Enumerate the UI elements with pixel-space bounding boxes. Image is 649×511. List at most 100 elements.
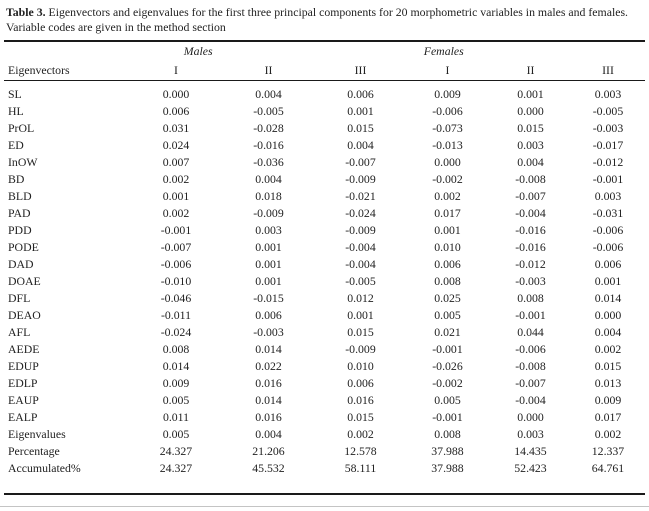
- table-row: DAD -0.006 0.001 -0.004 0.006 -0.012 0.0…: [4, 256, 645, 273]
- table-cell: 0.001: [255, 240, 282, 254]
- table-cell: -0.001: [592, 172, 624, 186]
- table-cell: -0.007: [515, 376, 546, 390]
- table-cell: 0.016: [347, 393, 374, 407]
- caption-line1: Table 3. Eigenvectors and eigenvalues fo…: [6, 5, 644, 20]
- table-cell: -0.005: [253, 104, 284, 118]
- table-cell: 0.001: [347, 104, 374, 118]
- row-label: EALP: [8, 410, 38, 424]
- row-label: PDD: [8, 223, 32, 237]
- row-label: SL: [8, 87, 22, 101]
- group-header-row: Males Females: [4, 42, 645, 60]
- table-cell: 0.003: [517, 138, 544, 152]
- row-label: DEAO: [8, 308, 41, 322]
- table-row: DFL -0.046 -0.015 0.012 0.025 0.008 0.01…: [4, 290, 645, 307]
- table-cell: 24.327: [159, 461, 193, 475]
- table-cell: -0.007: [160, 240, 192, 254]
- table-cell: -0.028: [253, 121, 284, 135]
- table-cell: -0.008: [515, 359, 546, 373]
- scan-edge-line: [0, 506, 649, 507]
- table-cell: 0.000: [517, 104, 544, 118]
- table-cell: -0.006: [592, 223, 624, 237]
- table-cell: 0.009: [594, 393, 622, 407]
- table-cell: 0.014: [162, 359, 190, 373]
- table-cell: 0.006: [347, 87, 374, 101]
- table-cell: 0.001: [594, 274, 622, 288]
- table-cell: -0.017: [592, 138, 624, 152]
- table-cell: 0.003: [517, 427, 544, 441]
- table-cell: 0.004: [255, 87, 282, 101]
- table-cell: 0.025: [434, 291, 461, 305]
- row-label: EDLP: [8, 376, 38, 390]
- table-cell: 0.014: [255, 342, 282, 356]
- eigenvector-table: Eigenvectors I II III I II III SL 0.000 …: [4, 60, 645, 477]
- column-header-males-2: II: [221, 60, 316, 81]
- table-row: EAUP 0.005 0.014 0.016 0.005 -0.004 0.00…: [4, 392, 645, 409]
- row-label: Percentage: [8, 444, 60, 458]
- table-cell: 0.000: [517, 410, 544, 424]
- table-cell: 0.004: [255, 172, 282, 186]
- table-cell: 0.014: [594, 291, 622, 305]
- table-row: Percentage 24.327 21.206 12.578 37.988 1…: [4, 443, 645, 460]
- table-cell: 0.005: [162, 393, 190, 407]
- caption-text: Eigenvectors and eigenvalues for the fir…: [45, 5, 629, 19]
- table-cell: -0.016: [253, 138, 284, 152]
- table-row: HL 0.006 -0.005 0.001 -0.006 0.000 -0.00…: [4, 103, 645, 120]
- table-cell: 0.002: [162, 172, 190, 186]
- row-label: ED: [8, 138, 24, 152]
- table-cell: 0.016: [255, 376, 282, 390]
- row-label: HL: [8, 104, 24, 118]
- table-row: ED 0.024 -0.016 0.004 -0.013 0.003 -0.01…: [4, 137, 645, 154]
- table-cell: 0.004: [594, 325, 622, 339]
- table-cell: 64.761: [591, 461, 625, 475]
- row-label: PAD: [8, 206, 31, 220]
- table-cell: 24.327: [159, 444, 193, 458]
- table-cell: -0.005: [592, 104, 624, 118]
- table-cell: 0.010: [434, 240, 461, 254]
- table-cell: 0.006: [434, 257, 461, 271]
- table-cell: -0.001: [515, 308, 546, 322]
- table-cell: -0.001: [432, 342, 463, 356]
- table-cell: 0.006: [255, 308, 282, 322]
- table-cell: 0.001: [434, 223, 461, 237]
- table-cell: -0.015: [253, 291, 284, 305]
- column-header-eigenvectors: Eigenvectors: [4, 60, 131, 81]
- table-cell: -0.003: [515, 274, 546, 288]
- table-cell: 14.435: [514, 444, 547, 458]
- table-cell: -0.006: [432, 104, 463, 118]
- table-row: DOAE -0.010 0.001 -0.005 0.008 -0.003 0.…: [4, 273, 645, 290]
- table-cell: 0.004: [517, 155, 544, 169]
- table-cell: -0.009: [345, 172, 376, 186]
- table-cell: -0.073: [432, 121, 463, 135]
- table-cell: -0.001: [432, 410, 463, 424]
- table-cell: 0.009: [434, 87, 461, 101]
- table-cell: 0.016: [255, 410, 282, 424]
- row-label: PrOL: [8, 121, 35, 135]
- table-cell: 0.004: [255, 427, 282, 441]
- table-cell: -0.004: [515, 393, 546, 407]
- table-row: EALP 0.011 0.016 0.015 -0.001 0.000 0.01…: [4, 409, 645, 426]
- table-cell: -0.003: [253, 325, 284, 339]
- table-row: PODE -0.007 0.001 -0.004 0.010 -0.016 -0…: [4, 239, 645, 256]
- table-cell: 0.001: [255, 274, 282, 288]
- table-cell: 0.015: [347, 325, 374, 339]
- table-cell: -0.006: [515, 342, 546, 356]
- table-row: EDUP 0.014 0.022 0.010 -0.026 -0.008 0.0…: [4, 358, 645, 375]
- table-cell: 0.010: [347, 359, 374, 373]
- table-cell: 0.002: [594, 342, 622, 356]
- table-cell: 0.006: [347, 376, 374, 390]
- table-cell: 0.014: [255, 393, 282, 407]
- table-cell: -0.002: [432, 376, 463, 390]
- table-cell: -0.011: [160, 308, 192, 322]
- table-cell: 21.206: [252, 444, 285, 458]
- table-cell: 0.001: [255, 257, 282, 271]
- table-cell: 0.001: [517, 87, 544, 101]
- data-table: Males Females Eigenvectors I II III I: [4, 40, 645, 495]
- table-row: PAD 0.002 -0.009 -0.024 0.017 -0.004 -0.…: [4, 205, 645, 222]
- table-cell: 0.031: [162, 121, 190, 135]
- table-cell: 0.002: [434, 189, 461, 203]
- table-cell: -0.024: [160, 325, 192, 339]
- table-cell: -0.046: [160, 291, 192, 305]
- table-cell: -0.007: [515, 189, 546, 203]
- table-cell: 0.017: [434, 206, 461, 220]
- table-cell: 0.000: [162, 87, 190, 101]
